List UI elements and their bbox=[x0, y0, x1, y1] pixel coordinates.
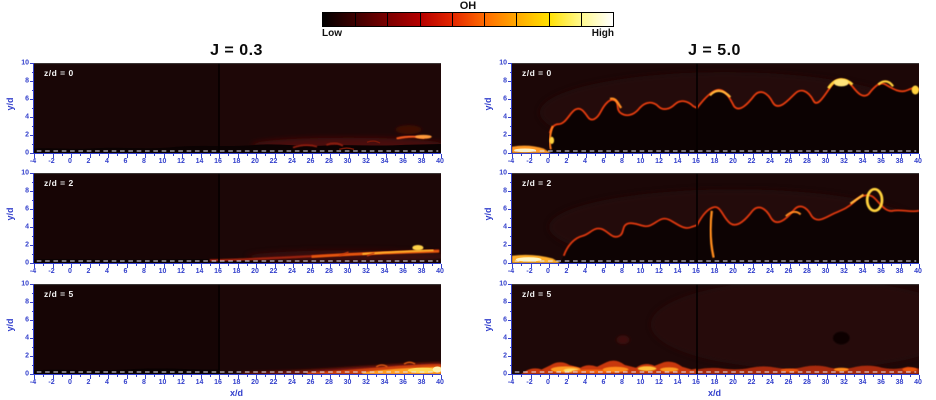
panel-j03-zd5: y/d 0 2 4 6 8 10 z/d = 5 -4 -2 0 2 4 6 8 10 12 14 16 18 2 bbox=[5, 281, 444, 399]
x-tick-labels: -4 -2 0 2 4 6 8 10 12 14 16 18 20 22 24 26 28 30 32 34 36 38 4… bbox=[29, 158, 444, 165]
x-tick-labels: -4 -2 0 2 4 6 8 10 12 14 16 18 20 22 24 26 28 30 32 34 36 38 4… bbox=[507, 158, 922, 165]
oh-plif-image bbox=[512, 173, 919, 263]
colorbar-gradient bbox=[322, 12, 614, 27]
panel-j50-zd0: y/d 0 2 4 6 8 10 bbox=[483, 60, 922, 175]
y-tick-labels: 0 2 4 6 8 10 bbox=[21, 169, 29, 267]
panel-j03-zd0: y/d 0 2 4 6 8 10 z/d = 0 -4 -2 0 2 4 6 8 10 12 14 16 18 2 bbox=[5, 60, 444, 175]
plot-area-j50-zd5: z/d = 5 bbox=[508, 284, 920, 379]
panel-j50-zd2: y/d 0 2 4 6 8 10 bbox=[483, 170, 922, 285]
colorbar-low-label: Low bbox=[322, 28, 342, 39]
panel-label: z/d = 5 bbox=[44, 289, 74, 299]
panel-label: z/d = 0 bbox=[522, 68, 552, 78]
x-tick-marks bbox=[34, 154, 442, 159]
y-tick-marks bbox=[29, 284, 34, 375]
y-tick-labels: 0 2 4 6 8 10 bbox=[499, 59, 507, 157]
plot-area-j03-zd5: z/d = 5 bbox=[30, 284, 442, 379]
y-tick-marks bbox=[507, 284, 512, 375]
colorbar: OH Low High bbox=[322, 0, 614, 39]
y-tick-labels: 0 2 4 6 8 10 bbox=[499, 169, 507, 267]
panel-label: z/d = 0 bbox=[44, 68, 74, 78]
plot-area-j03-zd0: z/d = 0 bbox=[30, 63, 442, 158]
oh-plif-image bbox=[34, 284, 441, 374]
oh-plif-image bbox=[34, 63, 441, 153]
x-tick-labels: -4 -2 0 2 4 6 8 10 12 14 16 18 20 22 24 26 28 30 32 34 36 38 4… bbox=[507, 379, 922, 386]
y-tick-marks bbox=[507, 63, 512, 154]
y-tick-labels: 0 2 4 6 8 10 bbox=[21, 59, 29, 157]
x-tick-marks bbox=[512, 154, 920, 159]
x-tick-labels: -4 -2 0 2 4 6 8 10 12 14 16 18 20 22 24 26 28 30 32 34 36 38 4… bbox=[29, 268, 444, 275]
panel-j03-zd2: y/d 0 2 4 6 8 10 z/d = 2 -4 -2 0 2 4 6 8 10 12 14 16 18 2 bbox=[5, 170, 444, 285]
x-tick-labels: -4 -2 0 2 4 6 8 10 12 14 16 18 20 22 24 26 28 30 32 34 36 38 4… bbox=[507, 268, 922, 275]
panel-label: z/d = 2 bbox=[522, 178, 552, 188]
panel-label: z/d = 2 bbox=[44, 178, 74, 188]
plot-area-j03-zd2: z/d = 2 bbox=[30, 173, 442, 268]
y-tick-labels: 0 2 4 6 8 10 bbox=[499, 280, 507, 378]
panel-j50-zd5: y/d 0 2 4 6 8 10 bbox=[483, 281, 922, 399]
y-tick-marks bbox=[29, 173, 34, 264]
colorbar-title: OH bbox=[459, 0, 477, 12]
y-tick-marks bbox=[29, 63, 34, 154]
x-tick-labels: -4 -2 0 2 4 6 8 10 12 14 16 18 20 22 24 26 28 30 32 34 36 38 4… bbox=[29, 379, 444, 386]
oh-plif-image bbox=[512, 284, 919, 374]
column-title-j-5-0: J = 5.0 bbox=[688, 42, 741, 59]
x-tick-marks bbox=[512, 375, 920, 380]
x-tick-marks bbox=[512, 264, 920, 269]
x-tick-marks bbox=[34, 264, 442, 269]
colorbar-endpoint-labels: Low High bbox=[322, 28, 614, 39]
oh-plif-image bbox=[512, 63, 919, 153]
plot-area-j50-zd2: z/d = 2 bbox=[508, 173, 920, 268]
plot-area-j50-zd0: z/d = 0 bbox=[508, 63, 920, 158]
panel-label: z/d = 5 bbox=[522, 289, 552, 299]
x-tick-marks bbox=[34, 375, 442, 380]
x-axis-label: x/d bbox=[229, 388, 243, 398]
oh-plif-image bbox=[34, 173, 441, 263]
colorbar-high-label: High bbox=[591, 28, 614, 39]
x-axis-label: x/d bbox=[707, 388, 721, 398]
y-tick-marks bbox=[507, 173, 512, 264]
y-tick-labels: 0 2 4 6 8 10 bbox=[21, 280, 29, 378]
column-title-j-0-3: J = 0.3 bbox=[210, 42, 263, 59]
